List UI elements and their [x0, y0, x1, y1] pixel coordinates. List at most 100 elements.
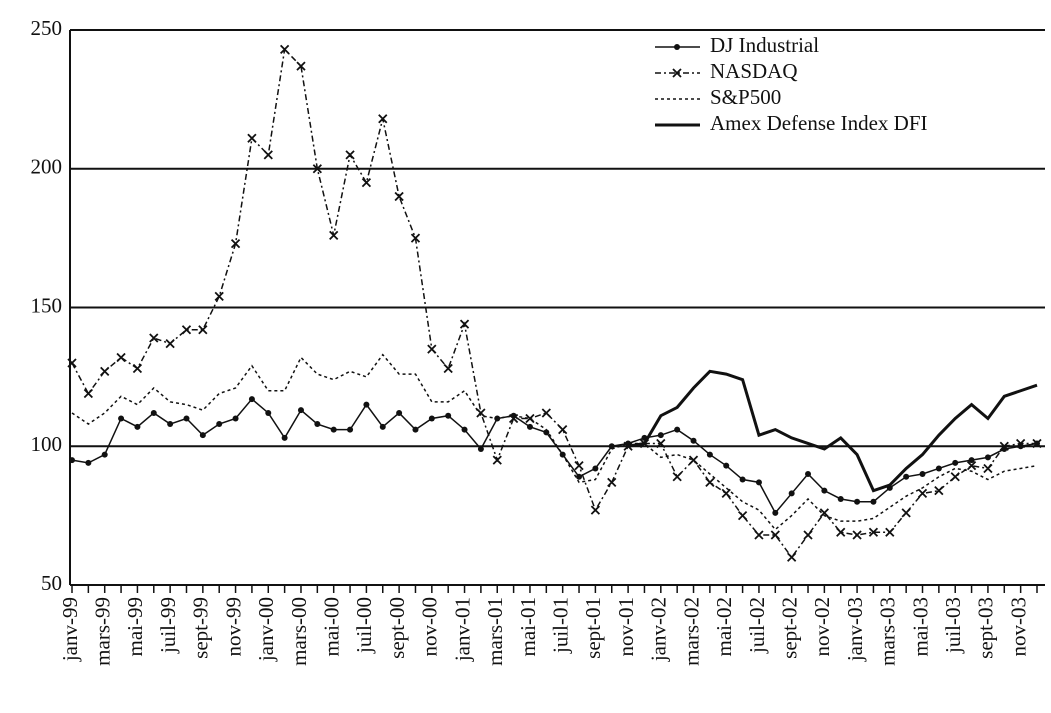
- point: [199, 432, 206, 439]
- point: [347, 426, 354, 433]
- x-tick-label: sept-03: [974, 597, 998, 659]
- x-tick-label: janv-00: [254, 597, 278, 662]
- series-line: [627, 369, 1038, 493]
- point: [492, 455, 502, 465]
- x-tick-label: janv-02: [647, 597, 671, 662]
- point: [183, 415, 190, 422]
- point: [345, 150, 355, 160]
- x-tick-label: mars-03: [876, 597, 900, 666]
- point: [935, 465, 942, 472]
- legend-label: S&P500: [710, 85, 781, 109]
- point: [868, 527, 879, 537]
- x-tick-label: mai-99: [123, 597, 147, 656]
- point: [116, 352, 126, 363]
- point: [706, 451, 713, 458]
- point: [903, 473, 910, 480]
- point: [983, 463, 993, 474]
- point: [83, 388, 93, 399]
- point: [721, 488, 731, 499]
- point: [279, 44, 290, 55]
- point: [181, 325, 192, 335]
- x-tick-label: janv-03: [843, 597, 867, 662]
- legend-marker: [672, 68, 682, 78]
- point: [1016, 438, 1026, 449]
- legend-marker: [674, 44, 680, 50]
- x-tick-label: mai-02: [712, 597, 736, 656]
- point: [950, 472, 960, 482]
- point: [461, 426, 468, 433]
- x-tick-label: juil-99: [156, 597, 180, 654]
- point: [165, 338, 175, 349]
- point: [934, 486, 944, 496]
- point: [819, 508, 830, 518]
- point: [410, 233, 421, 243]
- x-tick-label: mai-01: [516, 597, 540, 656]
- x-tick-label: mars-01: [483, 597, 507, 666]
- point: [67, 358, 77, 368]
- point: [657, 432, 664, 439]
- point: [656, 438, 666, 449]
- y-tick-label: 250: [31, 16, 63, 40]
- point: [984, 454, 991, 461]
- point: [705, 477, 715, 487]
- x-tick-label: sept-99: [189, 597, 213, 659]
- point: [477, 446, 484, 453]
- point: [296, 61, 306, 71]
- point: [607, 477, 617, 487]
- x-tick-label: mai-03: [908, 597, 932, 656]
- point: [297, 407, 304, 414]
- point: [821, 487, 828, 494]
- point: [412, 426, 419, 433]
- y-tick-label: 100: [31, 432, 63, 456]
- point: [754, 530, 764, 540]
- point: [576, 473, 583, 480]
- x-tick-label: janv-99: [58, 597, 82, 662]
- point: [836, 527, 846, 537]
- x-tick-label: juil-03: [941, 597, 965, 654]
- point: [330, 426, 337, 433]
- point: [443, 363, 453, 374]
- x-tick-label: juil-01: [548, 597, 572, 654]
- point: [132, 363, 143, 374]
- point: [379, 423, 386, 430]
- point: [854, 498, 861, 505]
- point: [917, 488, 928, 499]
- point: [265, 409, 272, 416]
- point: [394, 191, 404, 202]
- point: [263, 150, 273, 160]
- point: [755, 479, 762, 486]
- point: [428, 415, 435, 422]
- x-tick-label: nov-03: [1006, 597, 1030, 657]
- point: [968, 457, 975, 464]
- point: [919, 471, 926, 477]
- point: [118, 415, 125, 422]
- point: [69, 457, 75, 464]
- point: [837, 495, 844, 502]
- y-tick-label: 50: [41, 571, 62, 595]
- point: [476, 408, 486, 418]
- point: [1032, 438, 1042, 449]
- point: [232, 415, 239, 422]
- point: [590, 505, 601, 515]
- x-tick-label: janv-01: [450, 597, 474, 662]
- point: [558, 424, 568, 435]
- point: [787, 552, 797, 562]
- point: [541, 408, 551, 418]
- x-tick-label: sept-01: [581, 597, 605, 659]
- x-tick-label: nov-00: [418, 597, 442, 657]
- point: [314, 421, 321, 428]
- point: [281, 434, 288, 441]
- point: [134, 423, 141, 430]
- point: [788, 490, 795, 497]
- point: [427, 344, 437, 354]
- point: [101, 451, 108, 458]
- point: [952, 459, 959, 466]
- point: [198, 325, 208, 335]
- point: [378, 114, 388, 124]
- point: [574, 461, 584, 471]
- point: [100, 366, 110, 376]
- legend-label: NASDAQ: [710, 59, 798, 83]
- point: [999, 441, 1009, 451]
- y-tick-label: 200: [31, 155, 63, 179]
